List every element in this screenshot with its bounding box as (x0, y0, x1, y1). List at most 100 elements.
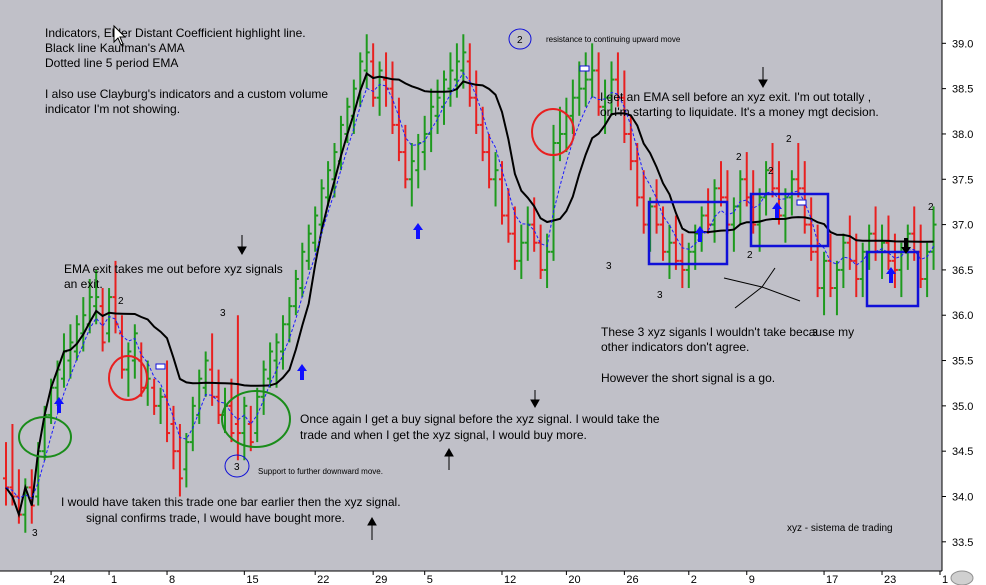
price-bar (273, 333, 280, 388)
down-pointer-icon (530, 390, 540, 409)
y-tick-label: 35.0 (952, 401, 973, 413)
price-bar (318, 179, 325, 234)
price-bar (260, 360, 267, 415)
price-bar (228, 378, 235, 443)
red-circle-2 (531, 108, 575, 156)
price-bar (241, 396, 248, 461)
green-circle-1 (18, 416, 72, 458)
price-bar (685, 242, 692, 289)
price-bar (286, 297, 293, 343)
price-bar (189, 396, 196, 452)
up-pointer-icon (444, 447, 454, 470)
plot-background (0, 0, 942, 571)
black-down-arrow-icon (901, 238, 911, 254)
blue-box-1 (647, 200, 729, 266)
down-pointer-icon (237, 235, 247, 256)
count-label: 2 (747, 250, 753, 261)
annotation-buy-more: trade and when I get the xyz signal, I w… (300, 428, 587, 442)
scroll-button[interactable] (950, 570, 974, 585)
flag-marker-icon (796, 199, 807, 206)
price-bar (859, 242, 866, 298)
price-bar (279, 315, 286, 370)
price-bar (595, 52, 602, 116)
axis-background (942, 0, 986, 585)
annotation-clayburg: I also use Clayburg's indicators and a c… (45, 87, 328, 101)
x-tick-label: 8 (169, 574, 175, 585)
annotation-ema-sell: I get an EMA sell before an xyz exit. I'… (600, 90, 871, 104)
price-bar (589, 43, 596, 98)
y-tick-label: 34.0 (952, 491, 973, 503)
blue-circle-2 (224, 454, 250, 478)
pointer-arrows (237, 67, 801, 540)
price-bar (840, 233, 847, 289)
price-bar (312, 206, 319, 252)
count-label: 3 (32, 528, 38, 539)
price-bars (3, 34, 937, 533)
price-bar (292, 269, 299, 316)
annotations: Indicators, Elder Distant Coefficient hi… (45, 26, 893, 534)
price-bar (505, 188, 512, 243)
count-label: 3 (606, 261, 612, 272)
x-tick-label: 9 (749, 574, 755, 585)
annotation-disagree: other indicators don't agree. (601, 340, 749, 354)
up-pointer-icon (367, 516, 377, 540)
price-bar (370, 43, 377, 107)
x-tick-label: 12 (504, 574, 516, 585)
price-bar (846, 215, 853, 270)
x-tick-label: 5 (427, 574, 433, 585)
price-bar (325, 161, 332, 207)
indicator-lines (5, 72, 935, 519)
annotation-ema-exit: EMA exit takes me out before xyz signals (64, 262, 283, 276)
mouse-cursor-icon (113, 24, 127, 46)
x-axis-background (0, 571, 986, 585)
price-bar (363, 34, 370, 89)
x-tick-label: 24 (53, 574, 65, 585)
annotation-resistance: resistance to continuing upward move (546, 35, 681, 44)
price-bar (125, 342, 132, 397)
price-bar (666, 224, 673, 279)
price-bar (447, 52, 454, 107)
price-bar (833, 260, 840, 316)
price-bar (814, 224, 821, 298)
blue-up-arrow-icon (54, 397, 64, 413)
price-bar (106, 288, 113, 343)
price-bar (408, 143, 415, 207)
price-bar (576, 61, 583, 116)
x-tick-label: 26 (626, 574, 638, 585)
count-labels: 3 2 3 3 2 3 3 2 2 2 2 3 2 (32, 35, 934, 539)
flag-marker-icon (579, 65, 590, 72)
price-bar (640, 170, 647, 234)
blue-up-arrow-icon (772, 202, 782, 218)
price-bar (170, 405, 177, 470)
price-bar (73, 315, 80, 361)
price-bar (821, 251, 828, 316)
price-bar (402, 124, 409, 189)
annotation-support: Support to further downward move. (258, 467, 383, 476)
x-tick-label: 29 (375, 574, 387, 585)
price-bar (795, 143, 802, 198)
count-label: 2 (118, 296, 124, 307)
x-tick-label: 17 (826, 574, 838, 585)
price-bar (885, 215, 892, 270)
down-pointer-icon (758, 67, 768, 89)
price-bar (492, 152, 499, 207)
y-tick-label: 39.0 (952, 38, 973, 50)
count-label: 2 (736, 152, 742, 163)
blue-up-arrow-icon (413, 223, 423, 239)
price-bar (544, 233, 551, 289)
price-bar (634, 143, 641, 207)
y-tick-label: 33.5 (952, 537, 973, 549)
y-tick-label: 38.0 (952, 129, 973, 141)
price-bar (511, 206, 518, 270)
y-tick-label: 34.5 (952, 446, 973, 458)
price-bar (67, 324, 74, 379)
count-label: 3 (657, 290, 663, 301)
price-bar (112, 260, 119, 334)
annotation-liquidate: or I'm starting to liquidate. It's a mon… (600, 105, 879, 119)
price-bar (421, 115, 428, 171)
count-label: 2 (768, 166, 774, 177)
price-bar (267, 342, 274, 388)
price-bar (131, 324, 138, 379)
highlight-shapes (18, 28, 920, 478)
price-bar (550, 124, 557, 261)
